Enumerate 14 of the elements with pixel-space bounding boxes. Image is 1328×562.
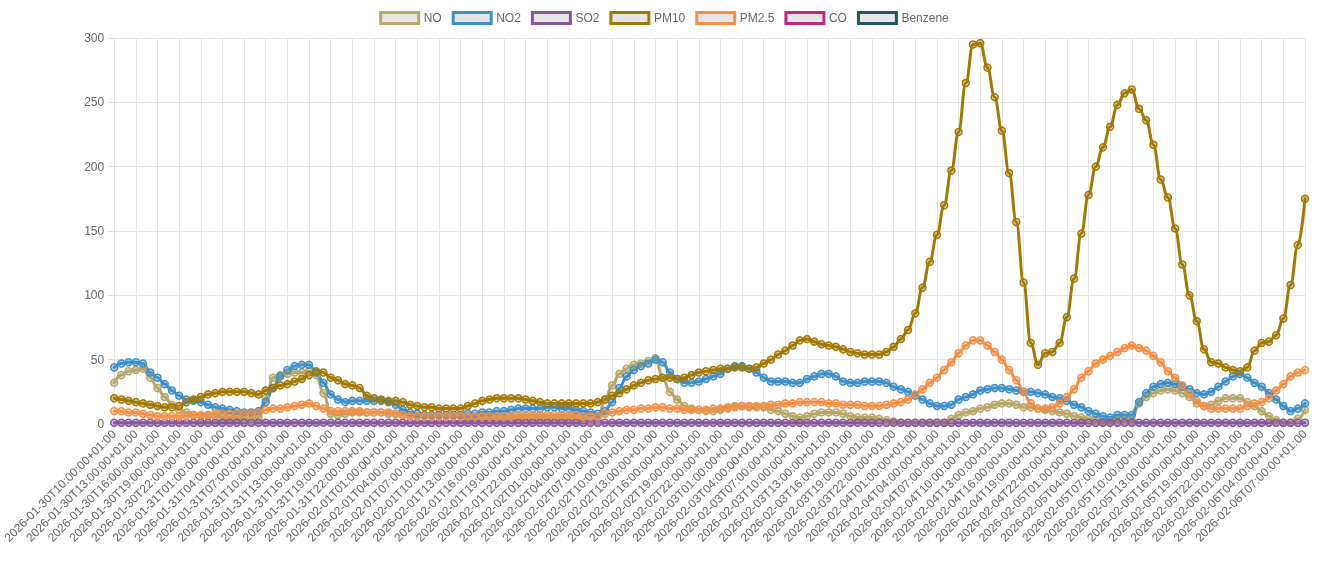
legend-label: NO2 (496, 11, 522, 25)
y-tick-label: 150 (84, 224, 105, 238)
y-tick-label: 300 (84, 31, 105, 45)
y-tick-label: 100 (84, 288, 105, 303)
legend-label: Benzene (901, 11, 950, 25)
legend-label: PM2.5 (739, 11, 775, 25)
legend-label: SO2 (575, 11, 600, 25)
legend-label: PM10 (653, 11, 686, 25)
legend-label: CO (828, 11, 847, 25)
y-tick-label: 250 (84, 95, 105, 110)
y-tick-label: 0 (97, 417, 105, 431)
legend-label: NO (423, 11, 442, 25)
y-tick-label: 50 (90, 352, 105, 367)
y-tick-label: 200 (84, 159, 105, 174)
